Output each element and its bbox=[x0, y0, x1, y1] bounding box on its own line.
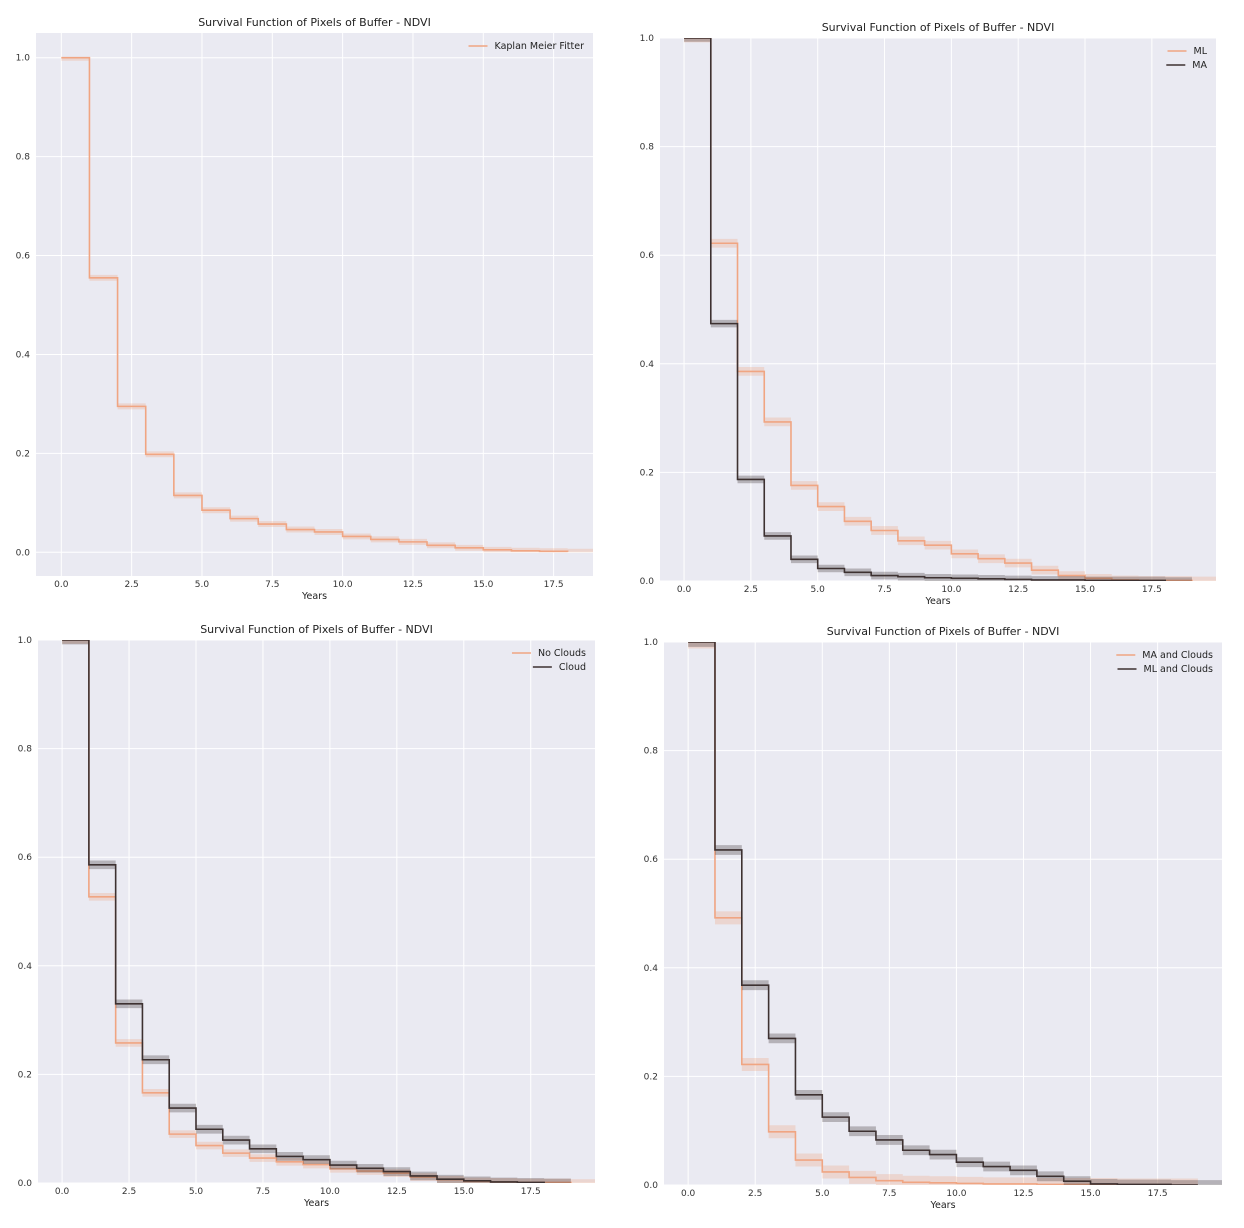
x-tick-label: 2.5 bbox=[124, 580, 138, 590]
y-tick-label: 0.4 bbox=[18, 962, 33, 972]
legend-label: ML bbox=[1194, 46, 1208, 57]
x-tick-label: 17.5 bbox=[544, 580, 564, 590]
y-tick-label: 1.0 bbox=[16, 54, 31, 64]
y-tick-label: 1.0 bbox=[640, 34, 655, 44]
x-axis-label: Years bbox=[924, 596, 950, 607]
chart-4: 0.0 2.5 5.0 7.5 10.0 12.5 15.0 17.5 0.0 0.2 0.4 0.6… bbox=[644, 625, 1222, 1211]
x-tick-label: 10.0 bbox=[320, 1187, 340, 1197]
y-tick-label: 0.0 bbox=[18, 1179, 33, 1189]
x-tick-label: 15.0 bbox=[1075, 585, 1095, 595]
y-tick-label: 1.0 bbox=[644, 638, 659, 648]
x-tick-label: 5.0 bbox=[815, 1189, 830, 1199]
x-tick-label: 15.0 bbox=[1081, 1189, 1101, 1199]
y-tick-label: 0.8 bbox=[644, 747, 659, 757]
x-tick-label: 10.0 bbox=[333, 580, 353, 590]
series-1 bbox=[688, 642, 1198, 1185]
x-tick-label: 12.5 bbox=[387, 1187, 407, 1197]
legend-label: Kaplan Meier Fitter bbox=[495, 41, 585, 52]
y-tick-label: 0.2 bbox=[18, 1070, 32, 1080]
x-tick-label: 0.0 bbox=[681, 1189, 696, 1199]
series-1 bbox=[684, 38, 1216, 581]
chart-title: Survival Function of Pixels of Buffer - … bbox=[198, 16, 431, 29]
x-tick-label: 12.5 bbox=[403, 580, 423, 590]
plot-background bbox=[660, 38, 1216, 581]
legend-label: Cloud bbox=[559, 662, 586, 673]
x-axis-label: Years bbox=[929, 1200, 955, 1211]
chart-title: Survival Function of Pixels of Buffer - … bbox=[200, 623, 433, 636]
y-tick-label: 0.2 bbox=[16, 449, 30, 459]
legend-label: No Clouds bbox=[538, 648, 586, 659]
x-tick-label: 2.5 bbox=[122, 1187, 136, 1197]
x-axis-label: Years bbox=[303, 1198, 329, 1209]
y-tick-label: 0.8 bbox=[16, 153, 31, 163]
y-tick-label: 0.0 bbox=[644, 1181, 659, 1191]
x-tick-label: 17.5 bbox=[1148, 1189, 1168, 1199]
y-tick-label: 0.8 bbox=[640, 143, 655, 153]
x-tick-label: 15.0 bbox=[454, 1187, 474, 1197]
x-tick-label: 5.0 bbox=[195, 580, 210, 590]
chart-title: Survival Function of Pixels of Buffer - … bbox=[827, 625, 1060, 638]
legend: MA and Clouds ML and Clouds bbox=[1116, 650, 1213, 675]
legend: Kaplan Meier Fitter bbox=[468, 41, 585, 52]
x-tick-label: 7.5 bbox=[265, 580, 279, 590]
series-2 bbox=[688, 642, 1222, 1185]
x-tick-label: 0.0 bbox=[54, 580, 69, 590]
y-tick-label: 0.6 bbox=[18, 853, 33, 863]
y-tick-label: 0.8 bbox=[18, 745, 33, 755]
survival-step-line bbox=[684, 38, 1193, 581]
x-tick-label: 10.0 bbox=[941, 585, 961, 595]
y-tick-label: 0.4 bbox=[640, 360, 655, 370]
x-tick-label: 7.5 bbox=[877, 585, 891, 595]
x-tick-label: 12.5 bbox=[1013, 1189, 1033, 1199]
y-tick-label: 0.0 bbox=[640, 577, 655, 587]
x-tick-label: 17.5 bbox=[1142, 585, 1162, 595]
chart-title: Survival Function of Pixels of Buffer - … bbox=[822, 21, 1055, 34]
series-1 bbox=[61, 56, 593, 553]
chart-1: 0.0 2.5 5.0 7.5 10.0 12.5 15.0 17.5 0.0 0.2 0.4 0.6… bbox=[16, 16, 593, 602]
plot-background bbox=[38, 640, 595, 1183]
survival-step-line bbox=[62, 640, 545, 1183]
x-tick-label: 7.5 bbox=[882, 1189, 896, 1199]
x-tick-label: 0.0 bbox=[677, 585, 692, 595]
y-tick-label: 0.0 bbox=[16, 548, 31, 558]
y-tick-label: 0.6 bbox=[640, 251, 655, 261]
x-tick-label: 5.0 bbox=[189, 1187, 204, 1197]
y-tick-label: 0.6 bbox=[644, 855, 659, 865]
legend-label: MA and Clouds bbox=[1142, 650, 1213, 661]
x-axis-label: Years bbox=[301, 591, 327, 602]
x-tick-label: 2.5 bbox=[748, 1189, 762, 1199]
survival-step-line bbox=[684, 38, 1167, 581]
survival-step-line bbox=[61, 56, 569, 553]
legend: No Clouds Cloud bbox=[511, 648, 586, 673]
y-tick-label: 0.4 bbox=[644, 964, 659, 974]
series-2 bbox=[684, 38, 1192, 581]
survival-step-line bbox=[688, 642, 1172, 1185]
chart-2: 0.0 2.5 5.0 7.5 10.0 12.5 15.0 17.5 0.0 0.2 0.4 0.6… bbox=[640, 21, 1216, 607]
x-tick-label: 17.5 bbox=[521, 1187, 541, 1197]
survival-step-line bbox=[688, 642, 1198, 1185]
series-2 bbox=[62, 640, 571, 1183]
plot-background bbox=[664, 642, 1222, 1185]
x-tick-label: 7.5 bbox=[256, 1187, 270, 1197]
x-tick-label: 12.5 bbox=[1008, 585, 1028, 595]
y-tick-label: 1.0 bbox=[18, 636, 33, 646]
plot-background bbox=[36, 33, 593, 576]
x-tick-label: 10.0 bbox=[946, 1189, 966, 1199]
legend: ML MA bbox=[1166, 46, 1208, 71]
y-tick-label: 0.4 bbox=[16, 350, 31, 360]
x-tick-label: 5.0 bbox=[811, 585, 826, 595]
y-tick-label: 0.2 bbox=[640, 468, 654, 478]
y-tick-label: 0.6 bbox=[16, 252, 31, 262]
legend-label: ML and Clouds bbox=[1144, 664, 1214, 675]
x-tick-label: 15.0 bbox=[473, 580, 493, 590]
chart-3: 0.0 2.5 5.0 7.5 10.0 12.5 15.0 17.5 0.0 0.2 0.4 0.6… bbox=[18, 623, 595, 1209]
x-tick-label: 0.0 bbox=[55, 1187, 70, 1197]
y-tick-label: 0.2 bbox=[644, 1072, 658, 1082]
x-tick-label: 2.5 bbox=[744, 585, 758, 595]
legend-label: MA bbox=[1192, 60, 1207, 71]
